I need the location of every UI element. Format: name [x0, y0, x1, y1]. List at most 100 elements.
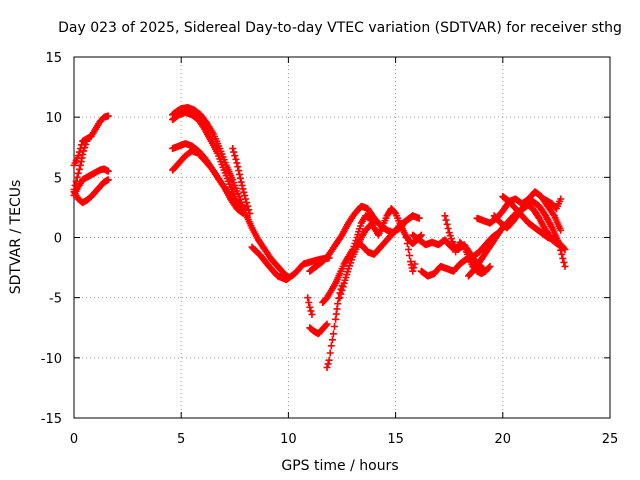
- series-track-r: [402, 234, 419, 275]
- data-point: [403, 240, 411, 247]
- data-point: [304, 294, 312, 302]
- data-point: [324, 360, 332, 368]
- y-tick-label: -15: [41, 412, 62, 427]
- data-point: [405, 246, 412, 253]
- data-point: [230, 148, 238, 156]
- data-point: [560, 244, 568, 252]
- data-point: [336, 294, 344, 302]
- x-tick-label: 25: [602, 432, 619, 447]
- data-point: [459, 242, 467, 250]
- series-track-k: [306, 320, 331, 338]
- data-point: [557, 195, 565, 203]
- x-tick-label: 20: [495, 432, 512, 447]
- series-track-a: [70, 112, 112, 169]
- data-point: [391, 208, 398, 216]
- data-point: [242, 195, 249, 203]
- data-point: [231, 152, 239, 160]
- series-track-q: [357, 212, 417, 258]
- series-track-z: [499, 193, 569, 253]
- data-point: [557, 226, 565, 234]
- x-tick-label: 10: [280, 432, 297, 447]
- series-track-d: [70, 176, 112, 207]
- data-point: [244, 202, 252, 210]
- data-point: [104, 167, 112, 175]
- data-point: [323, 320, 331, 328]
- y-tick-label: -5: [49, 292, 62, 307]
- data-point: [443, 220, 451, 228]
- data-point: [409, 212, 417, 220]
- data-point: [104, 112, 112, 120]
- data-point: [441, 212, 449, 220]
- x-tick-label: 15: [387, 432, 404, 447]
- data-point: [334, 300, 342, 308]
- data-point: [81, 144, 89, 152]
- data-point: [236, 170, 243, 178]
- data-point: [237, 178, 245, 186]
- data-point: [415, 214, 423, 222]
- data-point: [402, 234, 410, 241]
- x-tick-label: 0: [70, 432, 78, 447]
- data-point: [245, 206, 253, 214]
- series-track-i: [229, 145, 254, 217]
- data-point: [74, 152, 82, 160]
- data-point: [329, 330, 337, 338]
- data-point: [83, 137, 91, 145]
- data-point: [234, 163, 242, 171]
- data-point: [486, 262, 494, 270]
- data-points: [70, 104, 569, 371]
- data-point: [243, 199, 251, 207]
- data-point: [410, 264, 418, 272]
- data-point: [104, 176, 112, 184]
- data-point: [417, 231, 425, 239]
- data-point: [444, 225, 452, 232]
- data-point: [308, 311, 316, 318]
- y-tick-label: 0: [54, 232, 62, 247]
- data-point: [233, 159, 241, 167]
- y-tick-label: -10: [41, 352, 62, 367]
- data-point: [558, 250, 566, 258]
- data-point: [305, 299, 313, 306]
- data-point: [74, 169, 82, 177]
- data-point: [485, 264, 493, 272]
- y-tick-label: 10: [45, 111, 62, 126]
- data-point: [82, 140, 90, 148]
- series-track-t: [417, 229, 502, 280]
- data-point: [326, 349, 334, 357]
- data-point: [409, 267, 417, 275]
- chart-title: Day 023 of 2025, Sidereal Day-to-day VTE…: [58, 20, 622, 36]
- y-axis-label: SDTVAR / TECUs: [8, 180, 24, 295]
- data-point: [411, 260, 419, 268]
- data-point: [80, 147, 88, 155]
- data-point: [75, 165, 83, 173]
- x-axis-label: GPS time / hours: [281, 458, 398, 474]
- data-point: [337, 290, 345, 298]
- data-point: [239, 185, 247, 193]
- series-track-h: [169, 147, 241, 210]
- data-point: [232, 155, 240, 163]
- y-tick-label: 15: [45, 51, 62, 66]
- data-point: [442, 216, 450, 224]
- data-point: [325, 356, 333, 364]
- data-point: [240, 188, 248, 196]
- series-track-f: [169, 108, 247, 213]
- data-point: [331, 323, 338, 330]
- data-point: [323, 364, 331, 371]
- series-track-l: [304, 294, 316, 318]
- series-track-o: [336, 219, 378, 302]
- data-point: [338, 286, 346, 294]
- y-tick-label: 5: [54, 171, 62, 186]
- data-point: [327, 342, 335, 350]
- data-point: [559, 254, 567, 262]
- data-point: [233, 202, 241, 210]
- data-point: [560, 258, 568, 266]
- data-point: [322, 321, 330, 329]
- data-point: [246, 209, 254, 217]
- data-point: [561, 246, 569, 253]
- series-track-za: [540, 195, 565, 213]
- series-track-v: [452, 238, 494, 278]
- data-point: [339, 283, 347, 291]
- data-point: [561, 262, 569, 270]
- axis-ticks: 0 5 10 15 20 25 -15 -10 -5 0 5 10 15: [41, 51, 619, 447]
- x-tick-label: 5: [177, 432, 185, 447]
